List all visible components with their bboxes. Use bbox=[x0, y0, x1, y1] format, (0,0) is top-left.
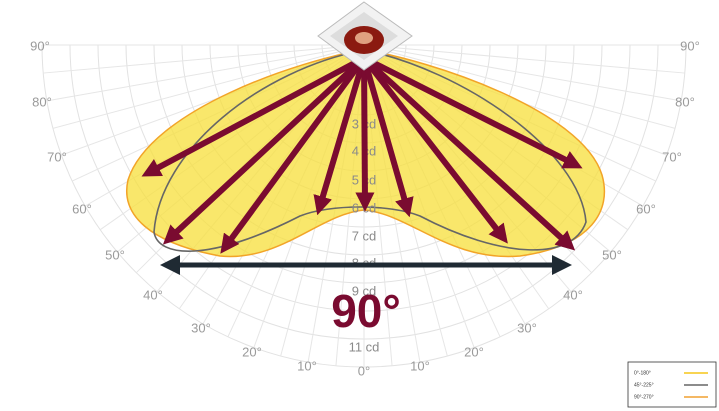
ring-label: 9 cd bbox=[352, 283, 377, 298]
grid-spoke bbox=[363, 44, 682, 102]
legend-label: 45°-225° bbox=[634, 382, 654, 388]
beam-angle: 90° bbox=[331, 285, 401, 337]
ring-label: 6 cd bbox=[352, 200, 377, 215]
light-ray bbox=[361, 55, 576, 251]
angle-label: 30° bbox=[191, 320, 211, 335]
angle-label: 60° bbox=[72, 201, 92, 216]
grid-spoke bbox=[52, 44, 365, 129]
angle-label: 40° bbox=[563, 287, 583, 302]
angle-label: 20° bbox=[242, 344, 262, 359]
light-ray bbox=[361, 57, 414, 218]
angle-label: 10° bbox=[410, 358, 430, 373]
light-ray bbox=[355, 57, 375, 212]
light-ray bbox=[313, 57, 367, 216]
angle-label: 40° bbox=[143, 287, 163, 302]
arrows bbox=[141, 55, 583, 254]
angle-label: 20° bbox=[464, 344, 484, 359]
light-ray bbox=[162, 55, 367, 245]
angle-label: 30° bbox=[517, 320, 537, 335]
ring-label: 7 cd bbox=[352, 228, 377, 243]
angle-label: 90° bbox=[680, 38, 700, 53]
light-ray bbox=[141, 55, 366, 177]
legend: 0°-180° 45°-225° 90°-270° bbox=[627, 361, 717, 408]
angle-label: 80° bbox=[32, 94, 52, 109]
angle-label: 60° bbox=[636, 201, 656, 216]
grid-spoke bbox=[46, 44, 365, 102]
angle-labels: 90° 80° 70° 60° 50° 40° 30° 20° 10° 10° 20° 30° 40° 5… bbox=[30, 38, 700, 378]
legend-label: 0°-180° bbox=[634, 370, 651, 376]
angle-label: 80° bbox=[675, 94, 695, 109]
angle-label: 90° bbox=[30, 38, 50, 53]
angle-label: 50° bbox=[105, 247, 125, 262]
light-ray bbox=[362, 55, 583, 169]
angle-label: 70° bbox=[662, 149, 682, 164]
grid-spoke bbox=[43, 44, 365, 74]
angle-label: 50° bbox=[602, 247, 622, 262]
ring-label: 11 cd bbox=[349, 339, 380, 354]
legend-label: 90°-270° bbox=[634, 394, 654, 400]
angle-label: 70° bbox=[47, 149, 67, 164]
grid-spoke bbox=[363, 44, 685, 74]
angle-label: 10° bbox=[297, 358, 317, 373]
angle-label: 0° bbox=[358, 363, 370, 378]
light-ray bbox=[361, 56, 508, 244]
light-ray bbox=[220, 56, 367, 254]
luminaire bbox=[317, 1, 413, 71]
grid-spoke bbox=[363, 44, 676, 129]
